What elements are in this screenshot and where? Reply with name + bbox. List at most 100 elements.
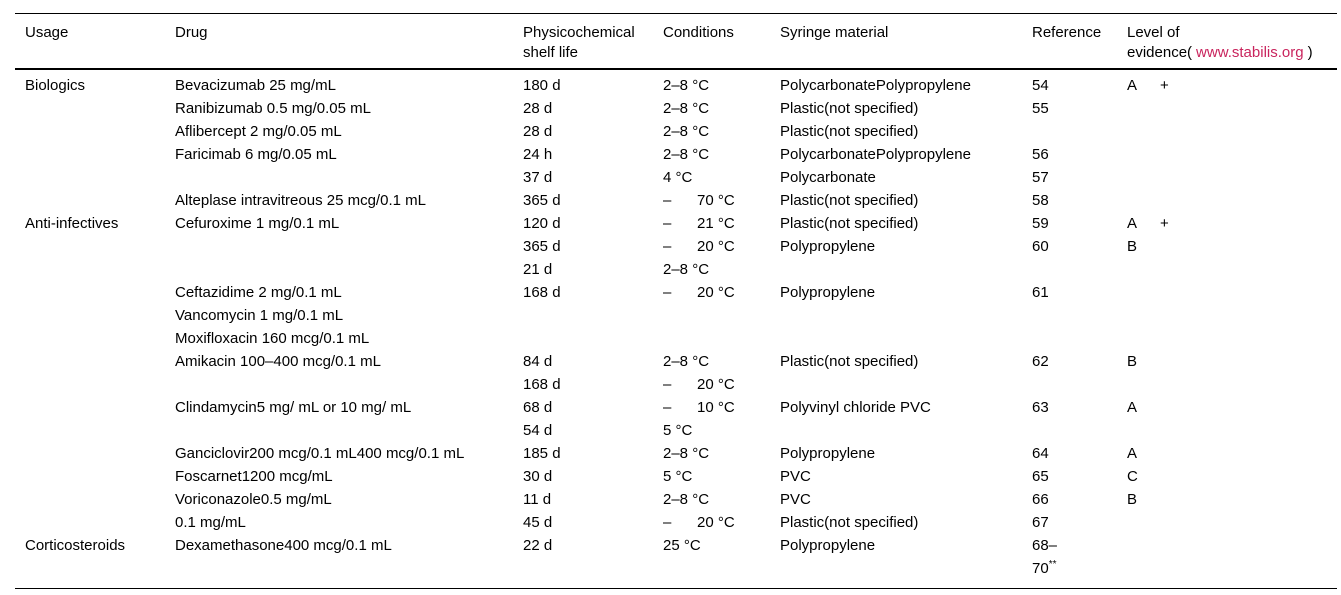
evidence-cell: B	[1127, 353, 1138, 370]
conditions-cell: –20 °C	[653, 281, 770, 304]
reference-cell: 61	[1032, 284, 1049, 301]
drug-cell: Cefuroxime 1 mg/0.1 mL	[175, 215, 340, 232]
syringe-material-cell: Plastic(not specified)	[780, 100, 919, 117]
evidence-cell	[1117, 327, 1337, 350]
evidence-header-suffix: )	[1307, 44, 1313, 61]
col-header-syringe-material: Syringe material	[770, 13, 1022, 70]
minus-sign: –	[663, 376, 672, 393]
drug-cell: Foscarnet1200 mcg/mL	[175, 468, 333, 485]
shelf-header-line2: shelf life	[523, 44, 579, 61]
conditions-cell: –20 °C	[653, 373, 770, 396]
evidence-cell	[1117, 97, 1337, 120]
conditions-cell: –10 °C	[653, 396, 770, 419]
usage-cell	[15, 419, 165, 442]
minus-sign: –	[663, 238, 672, 255]
drug-cell: Ceftazidime 2 mg/0.1 mL	[175, 284, 342, 301]
col-header-shelf-life: Physicochemical shelf life	[513, 13, 653, 70]
reference-cell: 56	[1032, 146, 1049, 163]
shelf-life-cell: 68 d	[523, 399, 553, 416]
drug-cell: Alteplase intravitreous 25 mcg/0.1 mL	[175, 192, 426, 209]
shelf-life-cell: 37 d	[523, 169, 553, 186]
table-row: Ganciclovir200 mcg/0.1 mL400 mcg/0.1 mL 1…	[15, 442, 1337, 465]
conditions-cell: –20 °C	[653, 235, 770, 258]
reference-cell: 63	[1032, 399, 1049, 416]
table-row: Vancomycin 1 mg/0.1 mL	[15, 304, 1337, 327]
stabilis-link[interactable]: www.stabilis.org	[1196, 44, 1304, 61]
conditions-cell: 2–8 °C	[663, 123, 710, 140]
conditions-cell: 2–8 °C	[663, 77, 710, 94]
syringe-material-cell	[770, 304, 1022, 327]
shelf-life-cell	[513, 304, 653, 327]
syringe-material-cell	[770, 258, 1022, 281]
syringe-material-cell: Plastic(not specified)	[780, 192, 919, 209]
table-row: Aflibercept 2 mg/0.05 mL 28 d 2–8 °C Plasti…	[15, 120, 1337, 143]
syringe-material-cell: Polycarbonate	[780, 169, 876, 186]
evidence-header-line1: Level of	[1127, 24, 1180, 41]
evidence-plus: +	[1160, 215, 1169, 232]
table-row: Faricimab 6 mg/0.05 mL 24 h 2–8 °C Polycarb…	[15, 143, 1337, 166]
conditions-cell: 2–8 °C	[663, 445, 710, 462]
usage-cell	[15, 465, 165, 488]
syringe-material-cell: Plastic(not specified)	[780, 514, 919, 531]
usage-cell: Corticosteroids	[25, 537, 126, 554]
usage-cell	[15, 396, 165, 419]
evidence-cell: A +	[1117, 212, 1337, 235]
syringe-material-cell	[770, 373, 1022, 396]
usage-cell	[15, 350, 165, 373]
table-row: 0.1 mg/mL 45 d –20 °C Plastic(not specified…	[15, 511, 1337, 534]
evidence-cell	[1117, 534, 1337, 589]
evidence-cell: B	[1127, 238, 1138, 255]
col-header-conditions: Conditions	[653, 13, 770, 70]
usage-cell	[15, 258, 165, 281]
syringe-material-cell: Polypropylene	[780, 537, 876, 554]
reference-cell: 64	[1032, 445, 1049, 462]
evidence-cell	[1117, 511, 1337, 534]
shelf-life-cell	[513, 327, 653, 350]
usage-cell: Biologics	[25, 77, 86, 94]
conditions-cell: 2–8 °C	[663, 491, 710, 508]
evidence-header-prefix: evidence(	[1127, 44, 1193, 61]
usage-cell	[15, 304, 165, 327]
syringe-material-cell: PVC	[780, 468, 811, 485]
evidence-cell	[1117, 373, 1337, 396]
reference-cell: 58	[1032, 192, 1049, 209]
evidence-cell	[1117, 419, 1337, 442]
drug-cell	[165, 258, 513, 281]
syringe-material-cell	[770, 327, 1022, 350]
usage-cell	[15, 235, 165, 258]
shelf-life-cell: 84 d	[523, 353, 553, 370]
shelf-life-cell: 120 d	[523, 215, 561, 232]
drug-cell	[165, 419, 513, 442]
conditions-cell: –20 °C	[653, 511, 770, 534]
drug-cell: Faricimab 6 mg/0.05 mL	[175, 146, 337, 163]
table-row: Ceftazidime 2 mg/0.1 mL 168 d –20 °C Polypr…	[15, 281, 1337, 304]
drug-cell: Moxifloxacin 160 mcg/0.1 mL	[175, 330, 370, 347]
syringe-material-cell: PolycarbonatePolypropylene	[780, 146, 971, 163]
reference-cell: 62	[1032, 353, 1049, 370]
reference-cell: 55	[1032, 100, 1049, 117]
reference-footnote-marker: **	[1048, 559, 1057, 570]
drug-cell: Vancomycin 1 mg/0.1 mL	[175, 307, 344, 324]
evidence-cell: A	[1127, 445, 1138, 462]
evidence-cell: C	[1127, 468, 1138, 485]
reference-cell: 66	[1032, 491, 1049, 508]
conditions-cell: 5 °C	[663, 422, 693, 439]
minus-sign: –	[663, 514, 672, 531]
minus-sign: –	[663, 192, 672, 209]
conditions-cell: 2–8 °C	[663, 146, 710, 163]
col-header-reference: Reference	[1022, 13, 1117, 70]
evidence-cell	[1117, 258, 1337, 281]
usage-cell: Anti-infectives	[25, 215, 119, 232]
table-row: Foscarnet1200 mcg/mL 30 d 5 °C PVC 65 C	[15, 465, 1337, 488]
reference-cell: 65	[1032, 468, 1049, 485]
evidence-cell: A	[1127, 399, 1138, 416]
syringe-material-cell: PolycarbonatePolypropylene	[780, 77, 971, 94]
usage-cell	[15, 166, 165, 189]
usage-cell	[15, 143, 165, 166]
col-header-evidence: Level of evidence(www.stabilis.org)	[1117, 13, 1337, 70]
reference-cell	[1022, 120, 1117, 143]
syringe-material-cell: Plastic(not specified)	[780, 215, 919, 232]
evidence-cell	[1117, 189, 1337, 212]
reference-cell: 68– 70**	[1032, 537, 1058, 577]
